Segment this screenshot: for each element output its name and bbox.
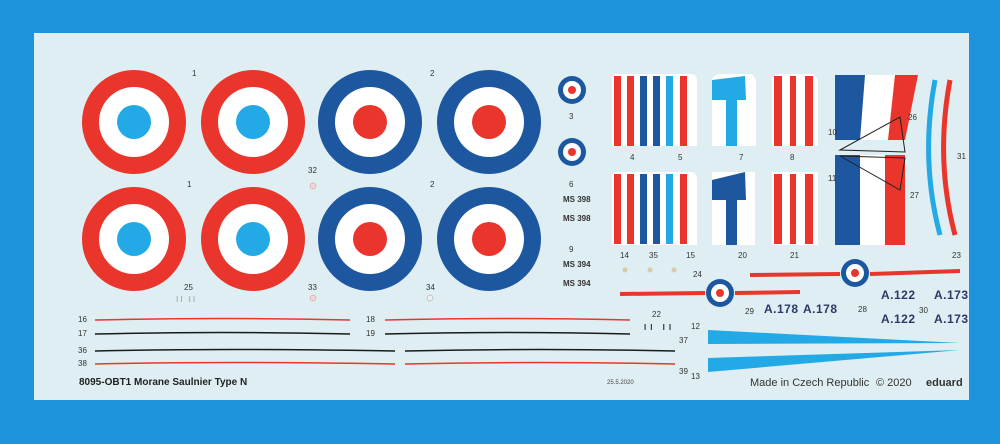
serial-ms394-b: MS 394 bbox=[563, 279, 591, 288]
number-36: 36 bbox=[78, 346, 87, 355]
roundel-red-outer-1a bbox=[82, 70, 186, 174]
number-14: 14 bbox=[620, 251, 629, 260]
number-6: 6 bbox=[569, 180, 574, 189]
number-32: 32 bbox=[308, 166, 317, 175]
roundel-red-outer-1d bbox=[201, 187, 305, 291]
roundel-small-3a bbox=[558, 76, 586, 104]
registration-a173-b: A.173 bbox=[934, 312, 969, 326]
number-25: 25 bbox=[184, 283, 193, 292]
line-16 bbox=[94, 317, 351, 321]
number-4: 4 bbox=[630, 153, 635, 162]
marker-32 bbox=[309, 182, 317, 190]
number-30: 30 bbox=[919, 306, 928, 315]
number-22: 22 bbox=[652, 310, 661, 319]
registration-a122-b: A.122 bbox=[881, 312, 916, 326]
tail-stripes-4-5-top bbox=[612, 74, 697, 146]
dot-14a bbox=[622, 267, 628, 273]
line-18 bbox=[384, 317, 631, 321]
number-2-bottom: 2 bbox=[430, 180, 435, 189]
number-26: 26 bbox=[908, 113, 917, 122]
number-35: 35 bbox=[649, 251, 658, 260]
marker-34 bbox=[426, 294, 434, 302]
dot-14b bbox=[647, 267, 653, 273]
number-18: 18 bbox=[366, 315, 375, 324]
roundel-blue-outer-2c bbox=[318, 187, 422, 291]
curved-stripe-red bbox=[941, 79, 958, 236]
line-37 bbox=[404, 348, 676, 352]
sheet-date: 25.5.2020 bbox=[607, 380, 634, 386]
line-39 bbox=[404, 361, 676, 365]
tail-stripes-4-5-bottom bbox=[612, 172, 697, 245]
rudder-8 bbox=[772, 74, 818, 146]
made-in-label: Made in Czech Republic bbox=[750, 377, 870, 389]
roundel-blue-outer-2b bbox=[437, 70, 541, 174]
line-19 bbox=[384, 331, 631, 335]
number-38: 38 bbox=[78, 359, 87, 368]
registration-a178-b: A.178 bbox=[803, 302, 838, 316]
serial-ms398-a: MS 398 bbox=[563, 195, 591, 204]
serial-ms398-b: MS 398 bbox=[563, 214, 591, 223]
number-15: 15 bbox=[686, 251, 695, 260]
number-12: 12 bbox=[691, 322, 700, 331]
number-11: 11 bbox=[828, 174, 837, 183]
number-27: 27 bbox=[910, 191, 919, 200]
number-8: 8 bbox=[790, 153, 795, 162]
dot-14c bbox=[671, 267, 677, 273]
tricolor-fin bbox=[835, 75, 918, 245]
line-17 bbox=[94, 331, 351, 335]
number-24: 24 bbox=[693, 270, 702, 279]
number-7: 7 bbox=[739, 153, 744, 162]
number-39: 39 bbox=[679, 367, 688, 376]
line-36 bbox=[94, 348, 396, 352]
serial-ms394-a: MS 394 bbox=[563, 260, 591, 269]
rudder-20 bbox=[712, 172, 755, 245]
roundel-blue-outer-2d bbox=[437, 187, 541, 291]
number-28: 28 bbox=[858, 305, 867, 314]
propeller-23 bbox=[750, 259, 960, 287]
roundel-small-3b bbox=[558, 138, 586, 166]
curved-stripe-blue bbox=[926, 79, 943, 236]
number-10: 10 bbox=[828, 128, 837, 137]
wedge-12 bbox=[708, 330, 960, 344]
number-23: 23 bbox=[952, 251, 961, 260]
windscreen-icon bbox=[838, 116, 906, 191]
number-37: 37 bbox=[679, 336, 688, 345]
registration-a122-a: A.122 bbox=[881, 288, 916, 302]
registration-a173-a: A.173 bbox=[934, 288, 969, 302]
registration-a178-a: A.178 bbox=[764, 302, 799, 316]
number-3: 3 bbox=[569, 112, 574, 121]
number-2-top: 2 bbox=[430, 69, 435, 78]
number-16: 16 bbox=[78, 315, 87, 324]
number-34: 34 bbox=[426, 283, 435, 292]
wedge-13 bbox=[708, 350, 960, 372]
copyright-label: © 2020 bbox=[876, 377, 912, 389]
rudder-7 bbox=[712, 74, 756, 146]
number-20: 20 bbox=[738, 251, 747, 260]
brand-logo: eduard bbox=[926, 377, 963, 389]
roundel-blue-outer-2a bbox=[318, 70, 422, 174]
number-1-bottom: 1 bbox=[187, 180, 192, 189]
number-21: 21 bbox=[790, 251, 799, 260]
rudder-21 bbox=[772, 172, 818, 245]
number-19: 19 bbox=[366, 329, 375, 338]
mark-25: II II bbox=[176, 295, 198, 304]
number-1-top: 1 bbox=[192, 69, 197, 78]
number-33: 33 bbox=[308, 283, 317, 292]
number-9: 9 bbox=[569, 245, 574, 254]
number-13: 13 bbox=[691, 372, 700, 381]
sheet-title: 8095-OBT1 Morane Saulnier Type N bbox=[79, 377, 248, 388]
number-31: 31 bbox=[957, 152, 966, 161]
number-5: 5 bbox=[678, 153, 683, 162]
roundel-red-outer-1c bbox=[82, 187, 186, 291]
line-38 bbox=[94, 361, 396, 365]
number-17: 17 bbox=[78, 329, 87, 338]
number-29: 29 bbox=[745, 307, 754, 316]
marker-33 bbox=[309, 294, 317, 302]
mark-22: II II bbox=[644, 323, 676, 332]
propeller-24 bbox=[620, 279, 800, 307]
roundel-red-outer-1b bbox=[201, 70, 305, 174]
